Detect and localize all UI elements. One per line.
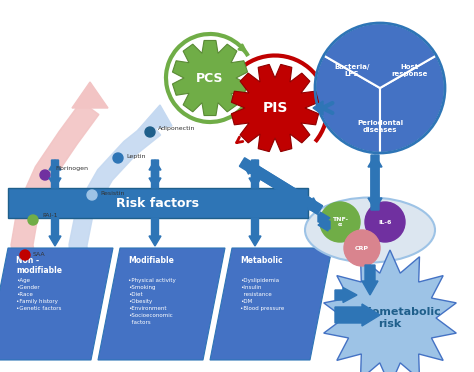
Wedge shape xyxy=(315,55,380,153)
FancyArrow shape xyxy=(149,160,161,188)
Ellipse shape xyxy=(305,198,435,263)
FancyArrow shape xyxy=(149,218,161,246)
Text: PIS: PIS xyxy=(262,101,288,115)
Polygon shape xyxy=(69,121,161,279)
FancyArrow shape xyxy=(249,160,261,188)
Polygon shape xyxy=(72,82,108,108)
Text: TNF-
α: TNF- α xyxy=(332,217,348,227)
Circle shape xyxy=(145,127,155,137)
Text: Resistin: Resistin xyxy=(100,190,124,196)
FancyArrow shape xyxy=(49,160,61,188)
Wedge shape xyxy=(380,55,445,153)
Circle shape xyxy=(320,202,360,242)
FancyArrow shape xyxy=(362,265,378,295)
Text: Periodontal
diseases: Periodontal diseases xyxy=(357,119,403,132)
Text: Cardiometabolic
risk: Cardiometabolic risk xyxy=(339,307,441,329)
Text: Fibrinogen: Fibrinogen xyxy=(55,166,88,170)
FancyArrow shape xyxy=(313,101,323,115)
Circle shape xyxy=(113,153,123,163)
Text: Leptin: Leptin xyxy=(126,154,146,158)
Text: Modifiable: Modifiable xyxy=(128,256,174,265)
FancyArrow shape xyxy=(368,155,382,210)
Text: Host
response: Host response xyxy=(392,64,428,77)
Text: PCS: PCS xyxy=(196,71,224,84)
FancyArrow shape xyxy=(49,160,61,188)
Polygon shape xyxy=(98,248,225,360)
FancyArrow shape xyxy=(368,155,382,210)
Polygon shape xyxy=(138,105,172,130)
Text: •Age
•Gender
•Race
•Family history
•Genetic factors: •Age •Gender •Race •Family history •Gene… xyxy=(16,278,61,311)
Polygon shape xyxy=(11,102,99,280)
Text: Metabolic: Metabolic xyxy=(240,256,283,265)
Polygon shape xyxy=(173,41,247,116)
Circle shape xyxy=(344,230,380,266)
FancyArrow shape xyxy=(318,212,330,224)
FancyArrow shape xyxy=(149,160,161,188)
FancyBboxPatch shape xyxy=(8,188,308,218)
FancyArrow shape xyxy=(239,158,320,210)
Circle shape xyxy=(20,250,30,260)
FancyArrow shape xyxy=(249,218,261,246)
FancyArrow shape xyxy=(49,218,61,246)
FancyArrow shape xyxy=(318,219,330,231)
Polygon shape xyxy=(324,250,456,372)
FancyArrow shape xyxy=(242,162,323,214)
Text: •Physical activity
•Smoking
•Diet
•Obesity
•Environment
•Socioeconomic
  factors: •Physical activity •Smoking •Diet •Obesi… xyxy=(128,278,176,325)
Polygon shape xyxy=(210,248,332,360)
Polygon shape xyxy=(0,248,113,360)
Text: IL-6: IL-6 xyxy=(378,219,392,224)
Text: Non -
modifiable: Non - modifiable xyxy=(16,256,62,275)
Circle shape xyxy=(365,202,405,242)
Text: •Dyslipidemia
•Insulin
  resistance
•DM
•Blood pressure: •Dyslipidemia •Insulin resistance •DM •B… xyxy=(240,278,284,311)
Circle shape xyxy=(87,190,97,200)
Text: PAI-1: PAI-1 xyxy=(42,212,57,218)
Text: CRP: CRP xyxy=(355,246,369,250)
Text: SAA: SAA xyxy=(33,253,46,257)
Polygon shape xyxy=(231,64,319,152)
Text: Risk factors: Risk factors xyxy=(117,196,200,209)
Circle shape xyxy=(28,215,38,225)
FancyArrow shape xyxy=(249,160,261,188)
Text: Bacteria/
LPS: Bacteria/ LPS xyxy=(334,64,370,77)
Text: Adiponectin: Adiponectin xyxy=(158,125,195,131)
Circle shape xyxy=(40,170,50,180)
FancyArrow shape xyxy=(335,304,380,326)
FancyArrow shape xyxy=(335,288,357,302)
Wedge shape xyxy=(324,23,436,88)
